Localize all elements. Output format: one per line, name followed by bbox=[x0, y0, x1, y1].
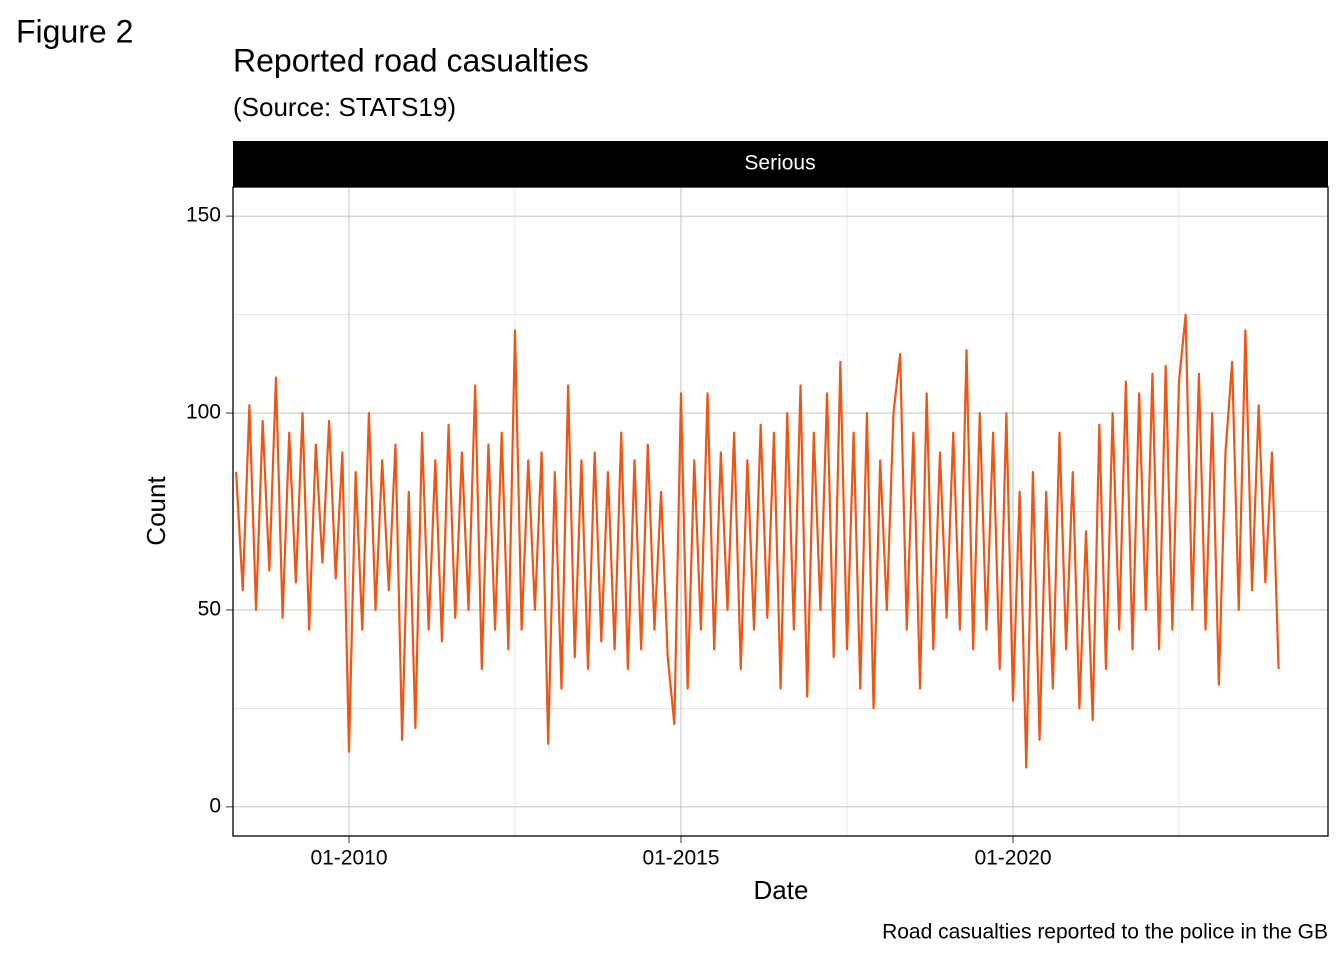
figure-label: Figure 2 bbox=[16, 13, 133, 49]
y-tick-label: 50 bbox=[198, 597, 221, 620]
plot-area: 0 50 100 150 01-2010 01-2015 01-2020 bbox=[186, 187, 1328, 870]
x-tick-label: 01-2015 bbox=[642, 847, 719, 870]
chart-subtitle: (Source: STATS19) bbox=[233, 92, 456, 122]
x-axis-label: Date bbox=[754, 875, 809, 905]
y-tick-label: 100 bbox=[186, 401, 221, 424]
x-tick-label: 01-2020 bbox=[974, 847, 1051, 870]
panel-border bbox=[232, 186, 1329, 837]
x-tick-label: 01-2010 bbox=[310, 847, 387, 870]
caption: Road casualties reported to the police i… bbox=[882, 921, 1328, 944]
y-axis-label: Count bbox=[141, 476, 171, 546]
data-line bbox=[235, 313, 1280, 769]
chart-title: Reported road casualties bbox=[233, 42, 589, 78]
y-tick-label: 150 bbox=[186, 204, 221, 227]
y-tick-label: 0 bbox=[209, 794, 221, 817]
facet-label: Serious bbox=[744, 152, 815, 175]
facet-strip bbox=[233, 141, 1328, 187]
